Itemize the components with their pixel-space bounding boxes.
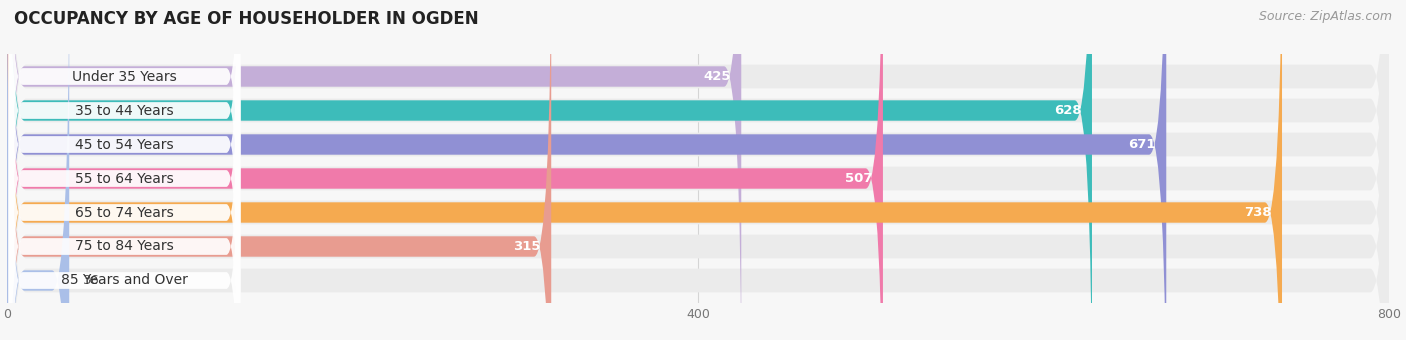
Text: 85 Years and Over: 85 Years and Over	[60, 273, 188, 288]
FancyBboxPatch shape	[7, 0, 1389, 340]
FancyBboxPatch shape	[7, 0, 1389, 340]
FancyBboxPatch shape	[7, 0, 1166, 340]
FancyBboxPatch shape	[8, 0, 240, 340]
FancyBboxPatch shape	[8, 0, 240, 340]
Text: 35 to 44 Years: 35 to 44 Years	[75, 103, 174, 118]
FancyBboxPatch shape	[8, 0, 240, 340]
Text: 425: 425	[703, 70, 731, 83]
Text: Source: ZipAtlas.com: Source: ZipAtlas.com	[1258, 10, 1392, 23]
Text: 65 to 74 Years: 65 to 74 Years	[75, 205, 174, 220]
FancyBboxPatch shape	[7, 0, 69, 340]
Text: 507: 507	[845, 172, 873, 185]
FancyBboxPatch shape	[7, 0, 551, 340]
Text: 45 to 54 Years: 45 to 54 Years	[75, 137, 174, 152]
FancyBboxPatch shape	[7, 0, 1389, 340]
FancyBboxPatch shape	[7, 0, 1389, 340]
FancyBboxPatch shape	[7, 0, 741, 340]
Text: Under 35 Years: Under 35 Years	[72, 69, 177, 84]
FancyBboxPatch shape	[7, 0, 1389, 340]
FancyBboxPatch shape	[7, 0, 1389, 340]
FancyBboxPatch shape	[7, 0, 1282, 340]
FancyBboxPatch shape	[8, 0, 240, 340]
FancyBboxPatch shape	[7, 0, 1389, 340]
Text: 315: 315	[513, 240, 541, 253]
Text: 36: 36	[83, 274, 100, 287]
Text: 75 to 84 Years: 75 to 84 Years	[75, 239, 174, 254]
Text: 671: 671	[1129, 138, 1156, 151]
Text: 55 to 64 Years: 55 to 64 Years	[75, 171, 174, 186]
Text: 738: 738	[1244, 206, 1271, 219]
FancyBboxPatch shape	[7, 0, 883, 340]
FancyBboxPatch shape	[7, 0, 1092, 340]
FancyBboxPatch shape	[8, 17, 240, 340]
FancyBboxPatch shape	[8, 0, 240, 340]
FancyBboxPatch shape	[8, 0, 240, 340]
Text: OCCUPANCY BY AGE OF HOUSEHOLDER IN OGDEN: OCCUPANCY BY AGE OF HOUSEHOLDER IN OGDEN	[14, 10, 478, 28]
Text: 628: 628	[1054, 104, 1081, 117]
